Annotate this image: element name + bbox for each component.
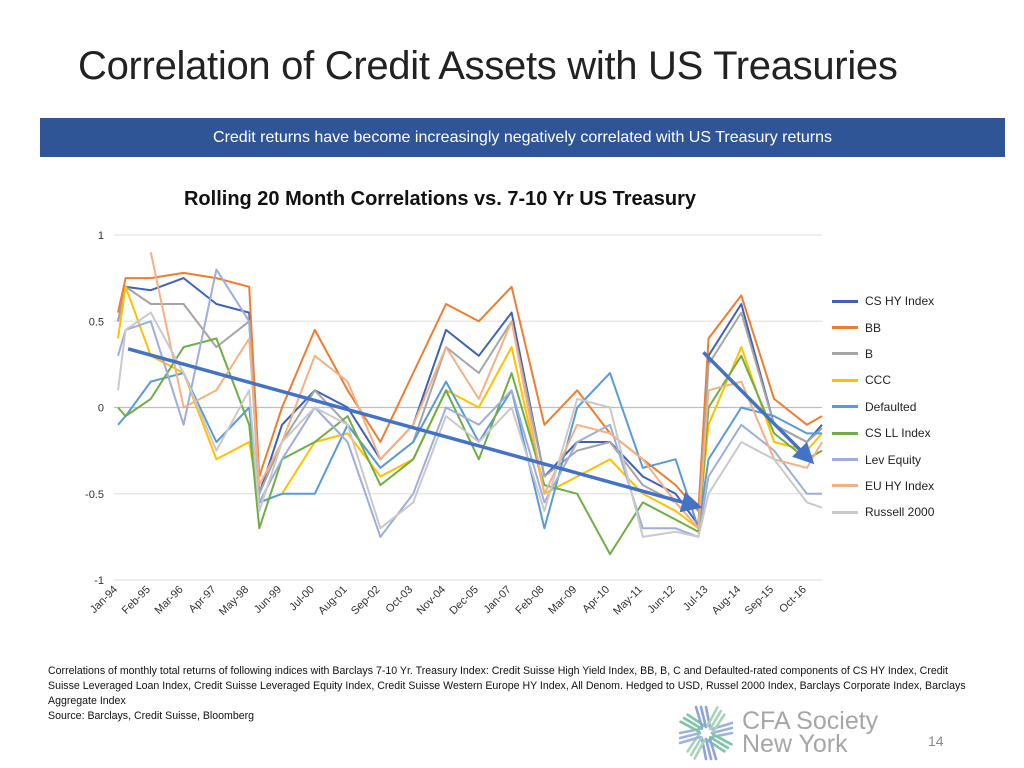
legend-swatch: [832, 352, 858, 356]
legend-item: CCC: [832, 367, 934, 393]
series-line-b: [117, 285, 823, 530]
series-line-bb: [117, 271, 823, 512]
series-line-eu-hy-index: [149, 252, 823, 530]
x-tick-label: Oct-03: [384, 584, 416, 616]
x-tick-label: Feb-08: [513, 584, 546, 617]
x-tick-label: Feb-95: [120, 584, 153, 617]
x-tick-label: Jun-12: [645, 584, 677, 616]
x-tick-label: Sep-02: [349, 584, 383, 618]
legend-label: Lev Equity: [865, 452, 922, 467]
legend-item: Russell 2000: [832, 499, 934, 525]
legend-item: EU HY Index: [832, 473, 934, 499]
legend-label: CS LL Index: [865, 426, 931, 441]
x-tick-label: Jan-07: [481, 584, 513, 616]
x-tick-label: Apr-10: [580, 584, 612, 616]
trend-arrow: [127, 347, 703, 513]
logo-line-1: CFA Society: [742, 707, 879, 735]
page-number: 14: [928, 733, 944, 749]
legend-swatch: [832, 458, 858, 462]
x-tick-label: Apr-97: [187, 584, 219, 616]
cfa-logo-mark-icon: [678, 705, 734, 761]
x-tick-label: May-11: [611, 584, 645, 618]
x-tick-label: May-98: [217, 584, 251, 618]
y-tick-label: 1: [98, 230, 104, 242]
x-tick-label: Dec-05: [447, 584, 481, 618]
slide-title: Correlation of Credit Assets with US Tre…: [78, 44, 898, 88]
series-line-cs-hy-index: [117, 277, 823, 526]
legend-item: Defaulted: [832, 394, 934, 420]
legend-swatch: [832, 378, 858, 382]
legend-swatch: [832, 326, 858, 330]
legend-label: BB: [865, 320, 882, 335]
subtitle-banner: Credit returns have become increasingly …: [40, 118, 1005, 157]
source-text: Source: Barclays, Credit Suisse, Bloombe…: [48, 710, 255, 722]
chart-title: Rolling 20 Month Correlations vs. 7-10 Y…: [183, 188, 696, 210]
x-tick-label: Mar-09: [546, 584, 579, 617]
x-tick-label: Jul-13: [681, 584, 711, 614]
x-tick-label: Aug-14: [710, 584, 744, 618]
legend-item: CS HY Index: [832, 288, 934, 314]
series-line-russell-2000: [117, 311, 823, 538]
legend-item: BB: [832, 314, 934, 340]
legend-label: Russell 2000: [865, 505, 935, 520]
series-line-lev-equity: [117, 268, 822, 538]
x-tick-label: Aug-01: [316, 584, 350, 618]
y-tick-label: -0.5: [85, 489, 104, 501]
logo-line-2: New York: [742, 730, 848, 758]
trend-arrow: [702, 351, 815, 465]
x-tick-label: Sep-15: [743, 584, 777, 618]
legend-label: EU HY Index: [865, 478, 935, 493]
legend-label: B: [865, 346, 874, 361]
x-tick-label: Jun-99: [252, 584, 284, 616]
series-line-defaulted: [117, 372, 822, 530]
legend-label: CCC: [865, 373, 891, 388]
legend-label: CS HY Index: [865, 294, 935, 309]
footnote: Correlations of monthly total returns of…: [48, 664, 978, 724]
legend-swatch: [832, 405, 858, 409]
x-tick-label: Nov-04: [415, 584, 449, 618]
x-tick-label: Jul-00: [287, 584, 317, 614]
legend-item: B: [832, 341, 934, 367]
legend-swatch: [832, 510, 858, 514]
legend-swatch: [832, 484, 858, 488]
y-tick-label: 0: [98, 403, 104, 415]
legend-swatch: [832, 299, 858, 303]
footnote-text: Correlations of monthly total returns of…: [48, 665, 966, 707]
y-tick-label: -1: [94, 575, 104, 587]
legend-label: Defaulted: [865, 399, 917, 414]
y-tick-label: 0.5: [89, 316, 104, 328]
legend-item: Lev Equity: [832, 446, 934, 472]
legend-item: CS LL Index: [832, 420, 934, 446]
series-line-cs-ll-index: [117, 337, 823, 556]
banner-text: Credit returns have become increasingly …: [213, 128, 832, 146]
cfa-logo: CFA Society New York: [678, 705, 878, 761]
x-tick-label: Jan-94: [88, 584, 120, 616]
chart-legend: CS HY Index BB B CCC Defaulted CS LL Index Lev…: [832, 288, 934, 526]
legend-swatch: [832, 431, 858, 435]
x-tick-label: Mar-96: [153, 584, 186, 617]
series-line-ccc: [117, 285, 823, 530]
x-tick-label: Oct-16: [777, 584, 809, 616]
